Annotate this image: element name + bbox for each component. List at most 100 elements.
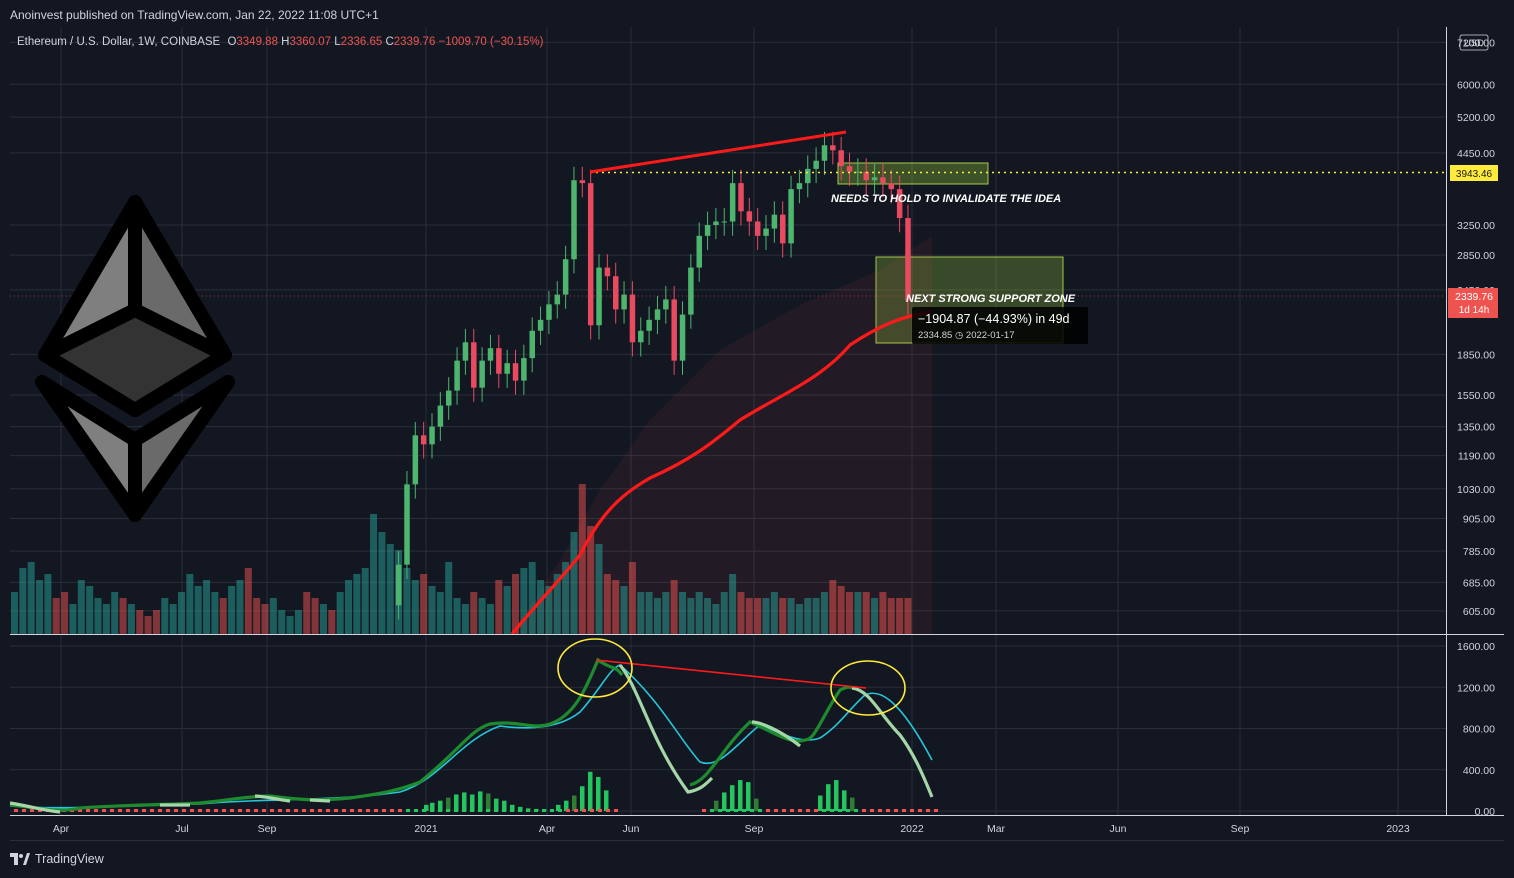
price-axis-ticks[interactable]: 7200.00 6000.00 5200.00 4450.00 3250.00 2850.… xyxy=(1457,37,1495,617)
top-trendline[interactable] xyxy=(589,130,847,174)
histogram-bar xyxy=(14,809,18,812)
volume-bar xyxy=(303,592,311,634)
histogram-bar xyxy=(446,809,450,812)
candle-body xyxy=(863,171,869,181)
price-tick-label: 4450.00 xyxy=(1457,148,1495,160)
histogram-bar xyxy=(806,809,810,812)
volume-bar xyxy=(36,580,44,634)
time-tick-label: Sep xyxy=(745,823,764,835)
change-value: −1009.70 (−30.15%) xyxy=(438,36,544,48)
histogram-bar xyxy=(286,809,290,812)
volume-bar xyxy=(178,592,185,634)
volume-bar xyxy=(102,604,110,634)
volume-bar xyxy=(378,532,386,634)
histogram-bar xyxy=(214,809,218,812)
volume-bar xyxy=(562,562,570,634)
histogram-bar xyxy=(572,795,577,811)
volume-bar xyxy=(161,598,169,634)
histogram-bar xyxy=(722,792,727,811)
measure-label-box xyxy=(912,307,1088,344)
volume-bar xyxy=(428,586,436,634)
volume-bar xyxy=(186,574,194,634)
candle-body xyxy=(888,183,895,190)
candle-body xyxy=(771,214,778,229)
volume-bar xyxy=(904,598,912,634)
histogram-bar xyxy=(742,809,746,812)
volume-bar xyxy=(86,586,94,634)
volume-bar xyxy=(896,598,904,634)
candle-body xyxy=(738,183,744,212)
time-tick-label: Apr xyxy=(539,823,556,835)
volume-bar xyxy=(595,544,603,634)
histogram-bar xyxy=(604,790,609,811)
histogram-bar xyxy=(78,809,82,812)
candle-body xyxy=(896,189,903,219)
price-tick-label: 605.00 xyxy=(1463,606,1495,618)
candle-body xyxy=(504,363,510,374)
candle-body xyxy=(754,221,761,236)
oscillator-fade-line xyxy=(9,664,934,814)
measure-sub-text: 2334.85 ◷ 2022-01-17 xyxy=(918,330,1015,341)
price-tick-label: 7200.00 xyxy=(1457,37,1495,49)
histogram-bar xyxy=(566,809,570,812)
candle-body xyxy=(813,160,819,169)
oscillator-axis-ticks[interactable]: 1600.00 1200.00 800.00 400.00 0.00 xyxy=(1457,641,1495,818)
current-price-tag xyxy=(1448,288,1498,318)
candle-body xyxy=(546,304,552,320)
volume-bar xyxy=(294,610,302,634)
volume-bar xyxy=(445,562,453,634)
time-tick-label: Jun xyxy=(1110,823,1127,835)
volume-bar xyxy=(745,598,753,634)
candle-body xyxy=(696,235,702,268)
histogram-bar xyxy=(382,809,386,812)
histogram-bar xyxy=(398,809,402,812)
histogram-bar xyxy=(726,809,730,812)
volume-bar xyxy=(478,598,486,634)
histogram-bar xyxy=(190,809,194,812)
volume-bar xyxy=(528,562,536,634)
histogram-bar xyxy=(550,809,554,812)
histogram-bar xyxy=(582,809,586,812)
currency-badge[interactable] xyxy=(1459,34,1489,51)
histogram-bar xyxy=(238,809,242,812)
histogram-bar xyxy=(230,809,234,812)
time-axis-ticks[interactable]: Apr Jul Sep 2021 Apr Jun Sep 2022 Mar Jun Sep 2023 xyxy=(53,823,1410,835)
oscillator-signal-line[interactable] xyxy=(9,664,933,809)
histogram-bar xyxy=(254,809,258,812)
symbol-legend[interactable]: Ethereum / U.S. Dollar, 1W, COINBASE O33… xyxy=(17,36,543,48)
histogram-bar xyxy=(414,809,418,812)
volume-bar xyxy=(52,598,60,634)
ethereum-logo-icon xyxy=(35,195,235,522)
histogram-bar xyxy=(166,809,170,812)
candle-body xyxy=(613,276,619,310)
volume-bar xyxy=(812,598,820,634)
oscillator-main-line[interactable] xyxy=(9,657,853,812)
tradingview-footer[interactable]: TradingView xyxy=(10,852,104,866)
candle-body xyxy=(721,221,728,223)
histogram-bar xyxy=(142,809,146,812)
volume-bar xyxy=(553,574,561,634)
divergence-circle-2[interactable] xyxy=(830,660,906,716)
volume-bar xyxy=(704,598,712,634)
candle-body xyxy=(395,564,402,606)
histogram-bar xyxy=(222,809,226,812)
low-value: 2336.65 xyxy=(340,36,383,48)
candle-body xyxy=(679,314,686,361)
histogram-bar xyxy=(510,809,514,812)
tradingview-logo-icon xyxy=(10,853,30,865)
histogram-bar xyxy=(206,809,210,812)
volume-bar xyxy=(612,580,620,634)
moving-average-line[interactable] xyxy=(510,310,933,636)
histogram-bar xyxy=(502,800,507,811)
divergence-circle-1[interactable] xyxy=(557,638,633,698)
histogram-bar xyxy=(574,809,578,812)
oscillator-divergence-line[interactable] xyxy=(595,659,867,689)
candle-body xyxy=(796,183,803,190)
volume-bar xyxy=(328,610,336,634)
volume-bar xyxy=(520,568,528,634)
candle-body xyxy=(537,319,544,331)
histogram-bar xyxy=(502,809,506,812)
volume-bar xyxy=(570,532,578,634)
invalidation-zone[interactable] xyxy=(837,162,989,185)
histogram-bar xyxy=(470,794,475,811)
